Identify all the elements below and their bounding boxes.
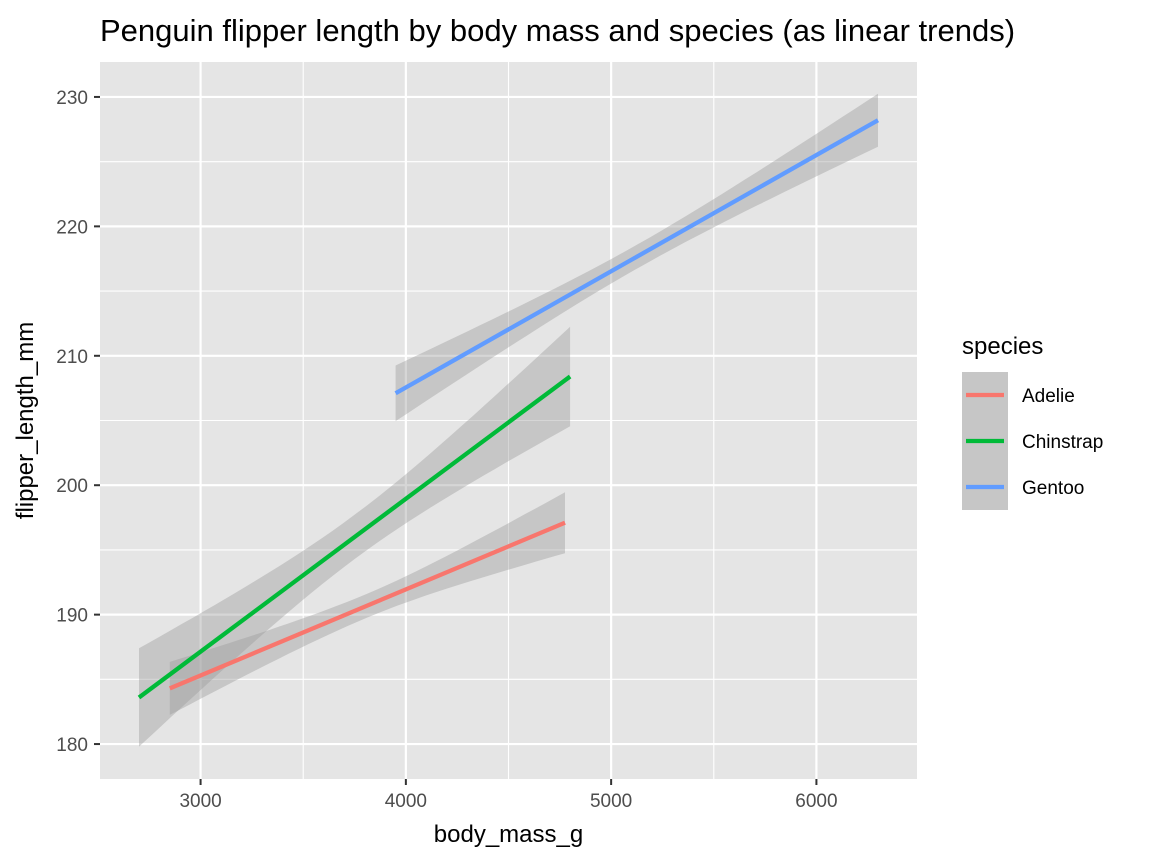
legend-label-chinstrap: Chinstrap: [1022, 432, 1103, 453]
x-tick-label: 6000: [795, 791, 837, 812]
x-axis-title: body_mass_g: [434, 821, 583, 848]
x-tick-label: 3000: [179, 791, 221, 812]
x-tick-label: 4000: [385, 791, 427, 812]
x-axis-ticks: 3000 4000 5000 6000: [179, 779, 838, 812]
y-tick-label: 210: [56, 347, 88, 368]
y-axis-ticks: 180 190 200 210 220 230: [56, 88, 100, 756]
legend-label-gentoo: Gentoo: [1022, 478, 1084, 499]
legend-label-adelie: Adelie: [1022, 386, 1075, 407]
y-tick-label: 230: [56, 88, 88, 109]
trend-line-gentoo: [394, 118, 880, 396]
y-tick-label: 200: [56, 476, 88, 497]
chart-title: Penguin flipper length by body mass and …: [100, 13, 1015, 48]
trend-lines: [137, 118, 880, 700]
y-axis-title: flipper_length_mm: [12, 322, 39, 519]
legend-title: species: [962, 333, 1043, 360]
trend-line-chinstrap: [137, 374, 572, 700]
y-tick-label: 190: [56, 606, 88, 627]
grid-major: [100, 62, 917, 779]
trend-line-adelie: [168, 520, 566, 691]
y-tick-label: 220: [56, 217, 88, 238]
legend: species Adelie Chinstrap Gentoo: [962, 333, 1103, 510]
y-tick-label: 180: [56, 735, 88, 756]
x-tick-label: 5000: [590, 791, 632, 812]
